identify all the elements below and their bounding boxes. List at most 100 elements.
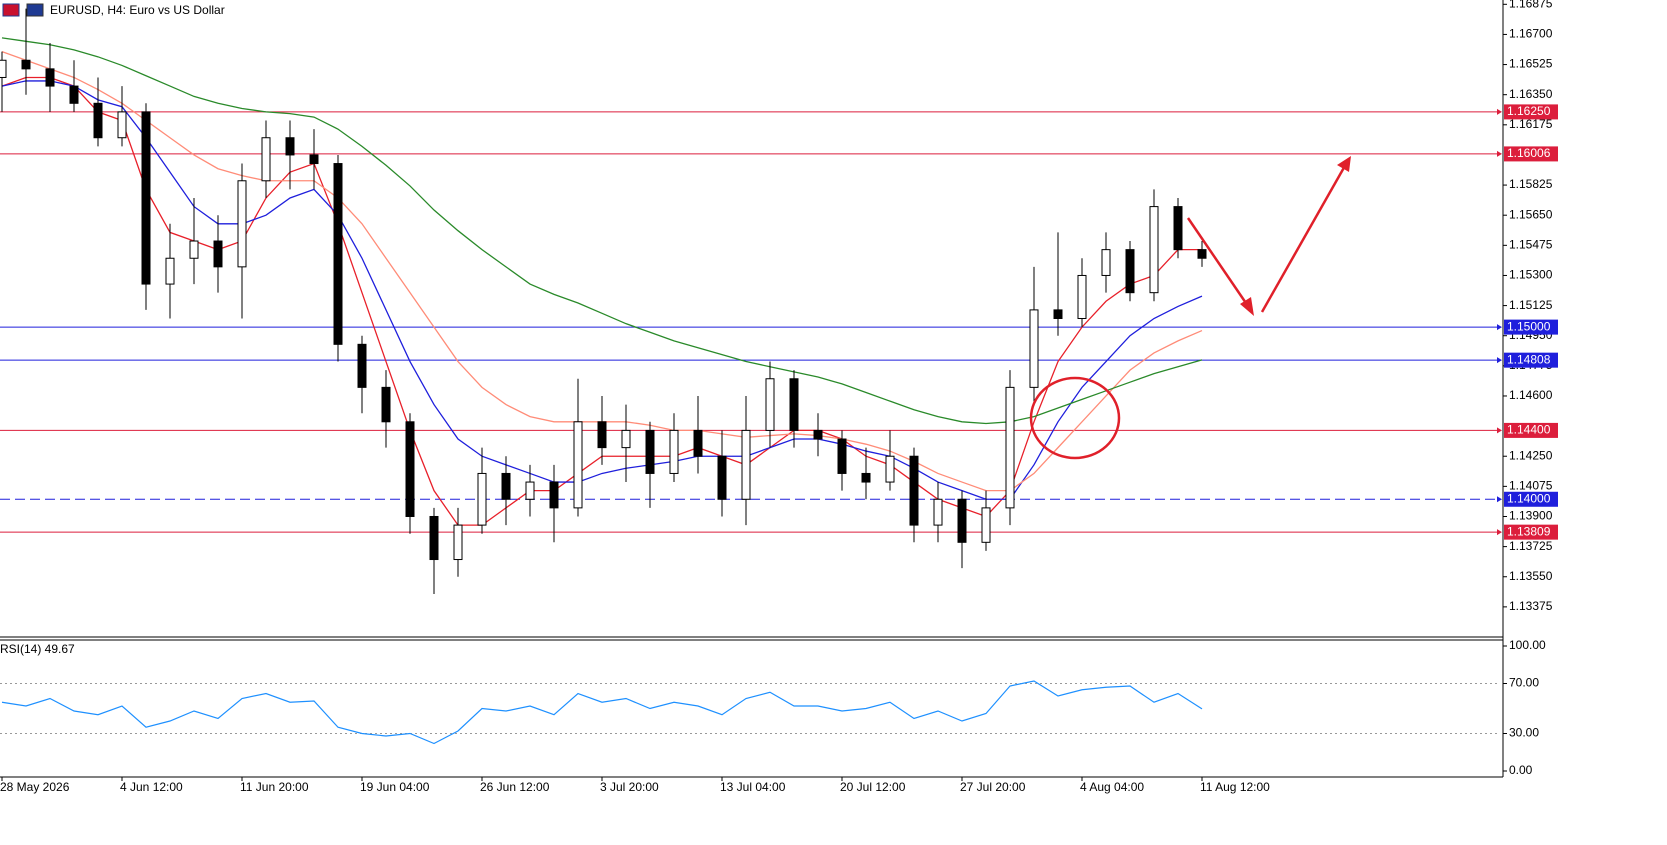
- y-tick-label: 1.16350: [1509, 87, 1553, 101]
- candle-body: [261, 137, 271, 182]
- level-label: 1.14000: [1507, 491, 1551, 505]
- level-label-box: [1504, 319, 1558, 335]
- marks: 1.16875 1.16700 1.16525 1.16350 1.16175 1.158…: [0, 0, 1558, 794]
- candle-body: [765, 378, 775, 431]
- candle-body: [885, 455, 895, 483]
- moving-average: [1, 37, 1203, 425]
- y-tick-label: 1.16700: [1509, 27, 1553, 41]
- candle-body: [501, 472, 511, 500]
- y-tick-label: 0.00: [1509, 763, 1533, 777]
- y-tick-label: 1.14250: [1509, 448, 1553, 462]
- candle-body: [1053, 309, 1063, 320]
- x-tick-label: 26 Jun 12:00: [480, 780, 550, 794]
- x-tick-label: 4 Aug 04:00: [1080, 780, 1144, 794]
- candle-body: [141, 111, 151, 285]
- level-label-box: [1504, 491, 1558, 507]
- y-tick-label: 1.13375: [1509, 599, 1553, 613]
- annotations: [1029, 156, 1351, 460]
- candle-body: [837, 438, 847, 474]
- candle-body: [213, 240, 223, 268]
- arrow: [1186, 217, 1252, 310]
- x-tick-label: 11 Jun 20:00: [240, 780, 309, 794]
- highlight-ellipse: [1029, 376, 1121, 460]
- candle-body: [669, 429, 679, 474]
- chart-title: EURUSD, H4: Euro vs US Dollar: [50, 3, 225, 17]
- candle-body: [381, 386, 391, 423]
- y-tick-label: 1.15475: [1509, 238, 1553, 252]
- candle-body: [789, 378, 799, 431]
- level-label-box: [1504, 104, 1558, 120]
- level-marker: [1497, 496, 1502, 503]
- candle-body: [1077, 274, 1087, 320]
- rsi-title: RSI(14) 49.67: [0, 642, 75, 656]
- candle-body: [813, 429, 823, 440]
- candle-body: [909, 455, 919, 526]
- y-tick-label: 1.13550: [1509, 569, 1553, 583]
- level-label: 1.13809: [1507, 524, 1551, 538]
- level-label-box: [1504, 352, 1558, 368]
- candle-body: [69, 85, 79, 104]
- x-tick-label: 27 Jul 20:00: [960, 780, 1026, 794]
- y-tick-label: 1.15300: [1509, 268, 1553, 282]
- level-label: 1.15000: [1507, 319, 1551, 333]
- candle-body: [1005, 386, 1015, 509]
- level-label: 1.14400: [1507, 423, 1551, 437]
- candle-body: [93, 102, 103, 139]
- arrow-head: [1337, 156, 1351, 172]
- level-label-box: [1504, 422, 1558, 438]
- x-tick-label: 11 Aug 12:00: [1200, 780, 1270, 794]
- toolbar-icons: [2, 3, 44, 17]
- candle-body: [0, 59, 7, 78]
- moving-average: [1, 80, 1203, 500]
- candle-body: [453, 524, 463, 561]
- y-tick-label: 1.13725: [1509, 539, 1553, 553]
- level-marker: [1497, 529, 1502, 536]
- level-label-box: [1504, 524, 1558, 540]
- level-label: 1.14808: [1507, 352, 1551, 366]
- candle-body: [165, 257, 175, 285]
- candle-body: [573, 421, 583, 509]
- candle-body: [429, 515, 439, 561]
- candle-body: [45, 68, 55, 87]
- y-tick-label: 1.16175: [1509, 117, 1553, 131]
- y-tick-label: 1.14600: [1509, 388, 1553, 402]
- candle-body: [621, 429, 631, 449]
- candle-body: [117, 111, 127, 139]
- y-tick-label: 1.15125: [1509, 298, 1553, 312]
- candle-body: [1125, 249, 1135, 294]
- candle-body: [693, 429, 703, 457]
- candle-body: [333, 163, 343, 345]
- rsi-line: [1, 680, 1203, 745]
- icon: [2, 3, 20, 17]
- y-tick-label: 1.16875: [1509, 0, 1553, 10]
- x-tick-label: 20 Jul 12:00: [840, 780, 906, 794]
- candle-body: [957, 498, 967, 543]
- candle-body: [477, 472, 487, 526]
- level-label-box: [1504, 146, 1558, 162]
- y-tick-label: 100.00: [1509, 638, 1546, 652]
- x-tick-label: 3 Jul 20:00: [600, 780, 659, 794]
- candle-body: [1173, 206, 1183, 251]
- level-marker: [1497, 427, 1502, 434]
- level-marker: [1497, 150, 1502, 157]
- candle-body: [1029, 309, 1039, 388]
- candle-body: [237, 180, 247, 268]
- candle-body: [645, 429, 655, 474]
- x-tick-label: 19 Jun 04:00: [360, 780, 430, 794]
- candle-body: [861, 472, 871, 483]
- candle-body: [189, 240, 199, 259]
- x-tick-label: 13 Jul 04:00: [720, 780, 786, 794]
- y-tick-label: 1.16525: [1509, 57, 1553, 71]
- candle-body: [285, 137, 295, 156]
- arrow-head: [1240, 297, 1254, 316]
- candle-body: [981, 507, 991, 543]
- x-tick-label: 4 Jun 12:00: [120, 780, 183, 794]
- level-marker: [1497, 108, 1502, 115]
- y-tick-label: 70.00: [1509, 676, 1539, 690]
- level-marker: [1497, 324, 1502, 331]
- candle-body: [309, 154, 319, 165]
- candle-body: [717, 455, 727, 500]
- level-marker: [1497, 357, 1502, 364]
